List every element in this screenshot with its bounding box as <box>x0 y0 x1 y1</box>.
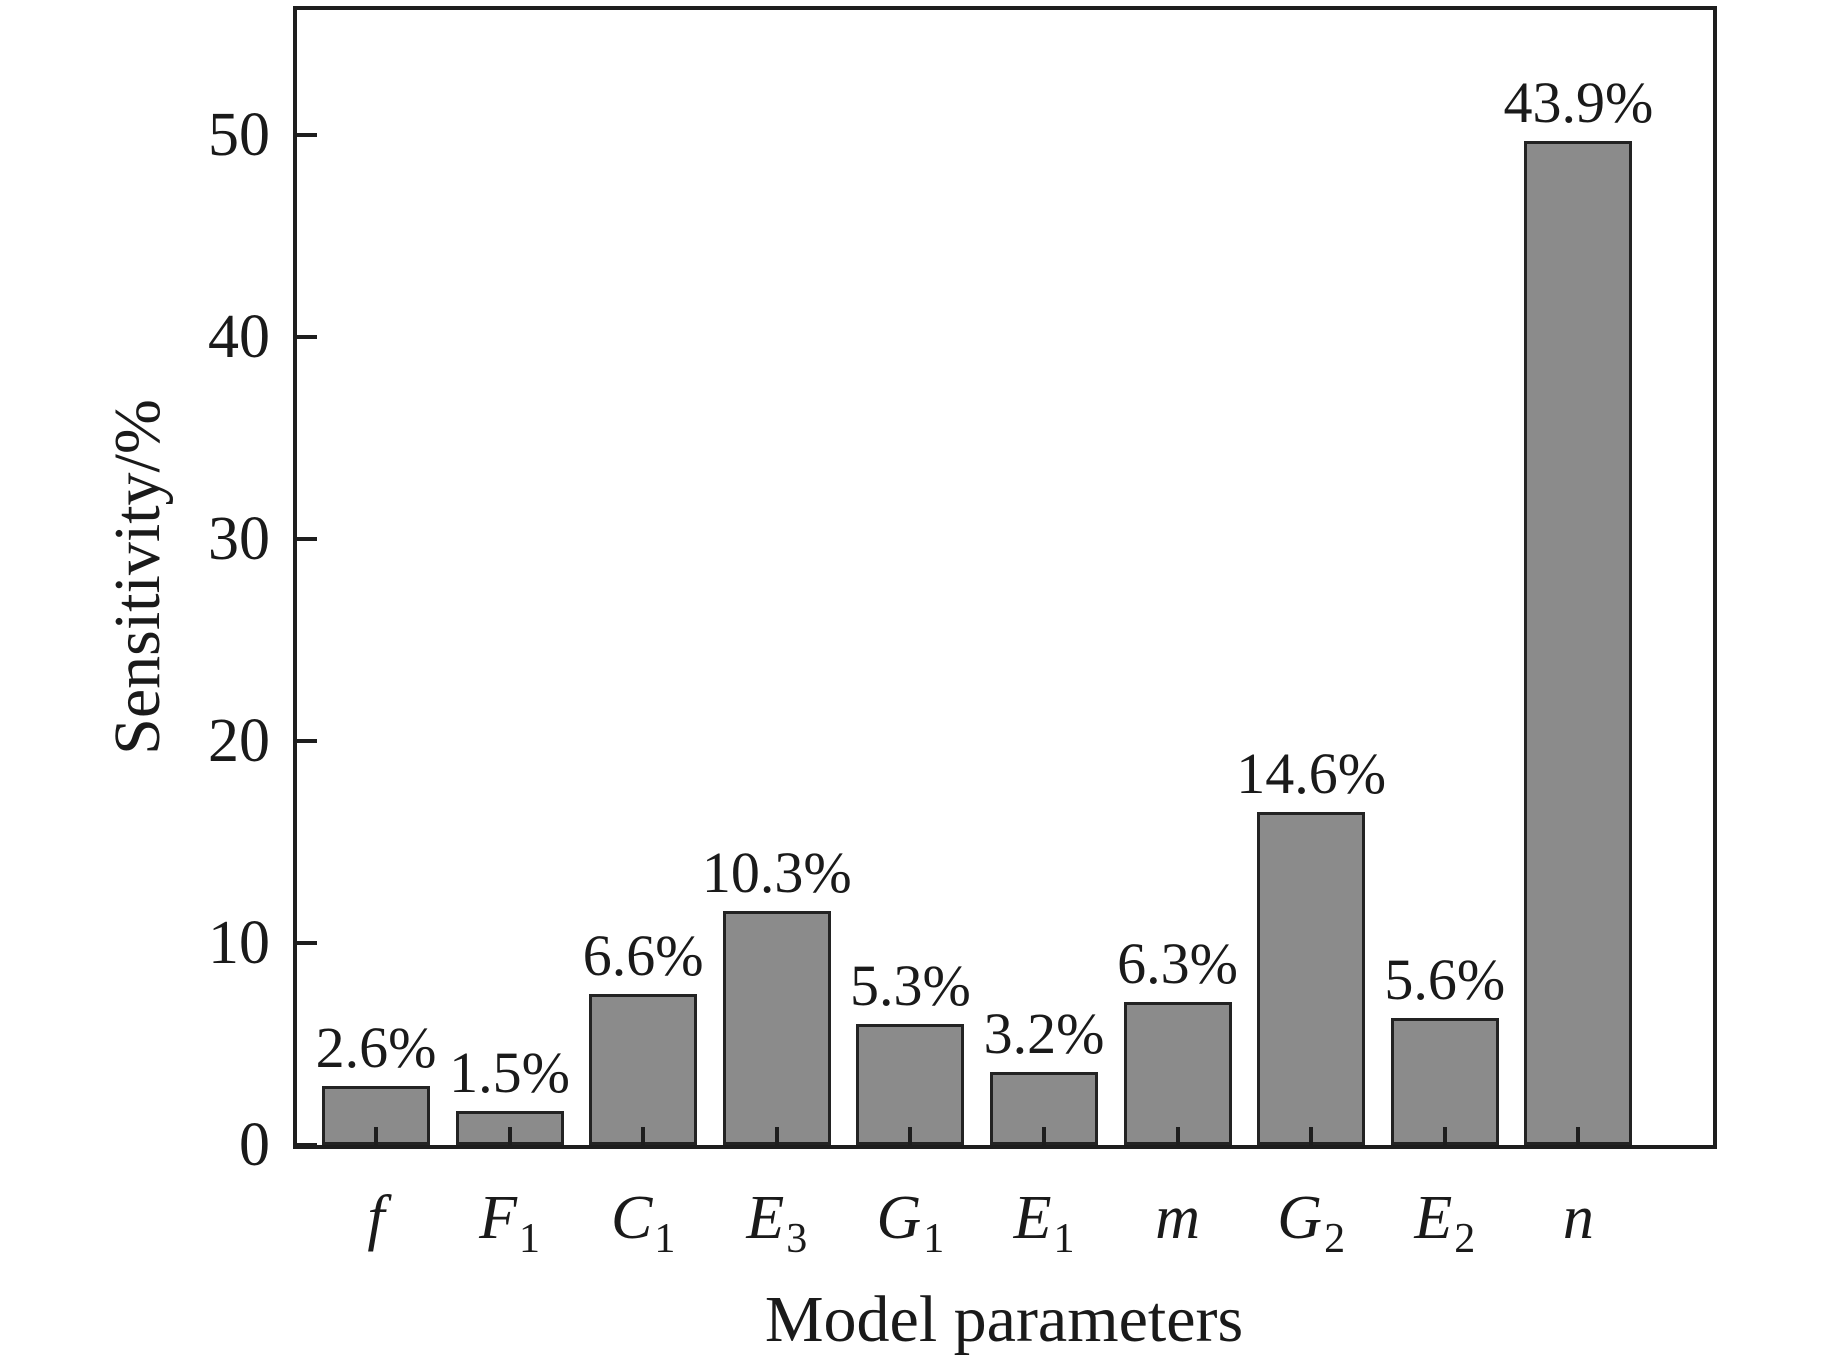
y-tick-label-20: 20 <box>208 707 270 775</box>
x-cat-base: n <box>1562 1184 1594 1252</box>
x-tick-label-G1: G1 <box>790 1183 1030 1262</box>
x-cat-base: C <box>611 1184 653 1252</box>
x-cat-subscript: 3 <box>786 1216 808 1262</box>
bar-E2 <box>1390 1017 1499 1145</box>
y-axis-title: Sensitivity/% <box>101 399 174 755</box>
x-cat-subscript: 1 <box>519 1216 541 1262</box>
x-cat-base: G <box>876 1184 922 1252</box>
y-tick-mark-40 <box>297 335 317 339</box>
y-tick-mark-50 <box>297 133 317 137</box>
x-tick-label-n: n <box>1458 1183 1698 1253</box>
value-label-n: 43.9% <box>1503 70 1654 136</box>
x-tick-label-E2: E2 <box>1325 1183 1565 1262</box>
x-cat-base: m <box>1155 1184 1200 1252</box>
value-label-F1: 1.5% <box>449 1039 570 1105</box>
x-tick-label-C1: C1 <box>523 1183 763 1262</box>
x-cat-subscript: 2 <box>1454 1216 1476 1262</box>
y-tick-mark-10 <box>297 941 317 945</box>
plot-box <box>293 6 1717 1149</box>
x-tick-mark-G2 <box>1309 1127 1314 1145</box>
bar-G1 <box>856 1023 965 1145</box>
bar-E3 <box>722 910 831 1145</box>
value-label-E1: 3.2% <box>983 1001 1105 1067</box>
x-tick-mark-E1 <box>1042 1127 1046 1145</box>
x-tick-mark-m <box>1175 1127 1180 1145</box>
x-cat-subscript: 1 <box>1053 1216 1075 1262</box>
x-tick-mark-F1 <box>507 1127 512 1145</box>
x-cat-base: G <box>1277 1184 1323 1252</box>
x-tick-label-E3: E3 <box>657 1183 897 1262</box>
x-tick-label-E1: E1 <box>924 1183 1164 1262</box>
y-tick-label-30: 30 <box>208 505 270 573</box>
y-tick-mark-0 <box>297 1143 317 1147</box>
bar-G2 <box>1257 811 1366 1145</box>
value-label-E3: 10.3% <box>701 839 852 905</box>
x-tick-mark-f <box>374 1127 378 1145</box>
y-tick-mark-20 <box>297 739 317 743</box>
value-label-E2: 5.6% <box>1384 946 1506 1012</box>
x-tick-mark-C1 <box>641 1127 646 1145</box>
x-cat-base: f <box>367 1184 385 1252</box>
y-tick-label-40: 40 <box>208 303 270 371</box>
x-tick-mark-E3 <box>774 1127 779 1145</box>
y-tick-mark-30 <box>297 537 317 541</box>
x-tick-label-F1: F1 <box>390 1183 630 1262</box>
value-label-f: 2.6% <box>315 1015 437 1081</box>
x-cat-base: E <box>1414 1184 1453 1252</box>
value-label-C1: 6.6% <box>582 922 704 988</box>
x-cat-base: E <box>1013 1184 1052 1252</box>
x-axis-title: Model parameters <box>764 1283 1244 1356</box>
x-cat-subscript: 1 <box>923 1216 945 1262</box>
value-label-G1: 5.3% <box>849 952 971 1018</box>
x-cat-base: E <box>746 1184 785 1252</box>
bar-C1 <box>589 993 698 1145</box>
bar-n <box>1524 141 1633 1145</box>
x-tick-label-f: f <box>256 1183 496 1253</box>
x-cat-subscript: 2 <box>1324 1216 1346 1262</box>
x-cat-base: F <box>479 1184 518 1252</box>
y-tick-label-0: 0 <box>239 1111 270 1179</box>
x-cat-subscript: 1 <box>654 1216 676 1262</box>
bar-m <box>1123 1001 1232 1145</box>
y-tick-label-10: 10 <box>208 909 270 977</box>
x-tick-label-m: m <box>1058 1183 1298 1253</box>
x-tick-mark-n <box>1576 1127 1581 1145</box>
value-label-G2: 14.6% <box>1236 740 1387 806</box>
y-tick-label-50: 50 <box>208 101 270 169</box>
value-label-m: 6.3% <box>1117 930 1238 996</box>
x-tick-mark-E2 <box>1442 1127 1447 1145</box>
x-tick-label-G2: G2 <box>1191 1183 1431 1262</box>
x-tick-mark-G1 <box>908 1127 913 1145</box>
